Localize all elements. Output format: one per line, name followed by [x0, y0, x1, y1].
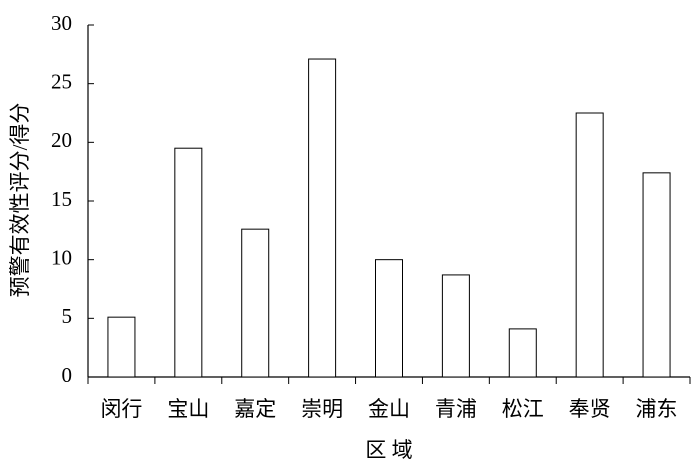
- bar: [375, 259, 403, 378]
- bar: [575, 112, 604, 378]
- y-tick-label: 20: [51, 128, 72, 152]
- x-tick-label: 闵行: [100, 397, 142, 421]
- x-tick-label: 奉贤: [569, 397, 611, 421]
- y-tick-label: 10: [51, 245, 72, 269]
- y-tick-label: 15: [51, 187, 72, 211]
- bar: [107, 316, 136, 378]
- x-axis-label: 区 域: [365, 438, 412, 462]
- x-tick-label: 青浦: [435, 397, 477, 421]
- x-tick-label: 松江: [502, 397, 544, 421]
- y-axis-label: 预警有效性评分/得分: [8, 103, 32, 298]
- bar: [308, 58, 337, 378]
- bar: [241, 228, 270, 378]
- x-tick-label: 金山: [368, 397, 410, 421]
- y-tick-label: 25: [51, 69, 72, 93]
- bar: [441, 274, 470, 378]
- y-tick-label: 30: [51, 11, 72, 35]
- bar: [642, 172, 671, 378]
- bar: [508, 328, 537, 378]
- y-tick-label: 0: [62, 363, 73, 387]
- bar: [174, 147, 203, 378]
- x-tick-label: 嘉定: [234, 397, 276, 421]
- x-tick-label: 崇明: [301, 397, 343, 421]
- y-tick-label: 5: [62, 304, 73, 328]
- x-tick-label: 浦东: [636, 397, 678, 421]
- x-tick-label: 宝山: [167, 397, 209, 421]
